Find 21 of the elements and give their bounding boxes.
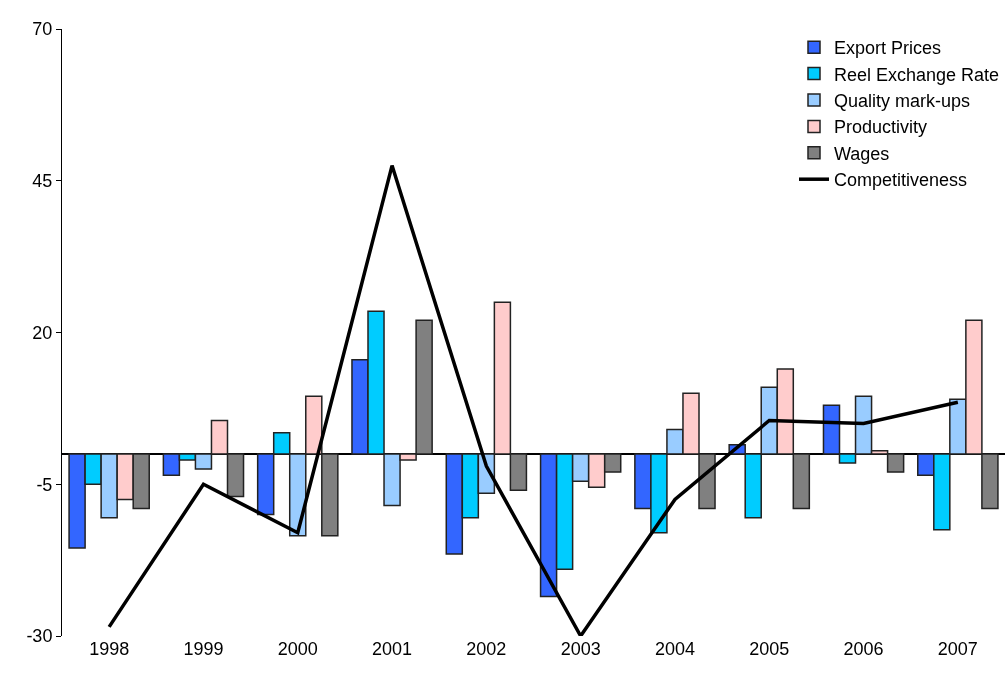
x-tick-label: 2002: [466, 639, 507, 659]
x-tick-label: 2005: [749, 639, 790, 659]
legend-label: Competitiveness: [834, 170, 968, 191]
y-tick-label: -30: [26, 626, 53, 647]
x-tick-label: 2001: [372, 639, 413, 659]
y-tick-label: -5: [36, 474, 53, 495]
x-tick-label: 2000: [277, 639, 318, 659]
legend-label: Reel Exchange Rate: [834, 64, 1000, 85]
legend-label: Quality mark-ups: [834, 91, 971, 112]
y-tick-label: 70: [32, 19, 53, 40]
legend-label: Export Prices: [834, 38, 942, 59]
legend-label: Productivity: [834, 117, 928, 138]
legend-label: Wages: [834, 143, 890, 164]
x-tick-label: 1999: [183, 639, 224, 659]
y-tick-label: 45: [32, 171, 53, 192]
y-tick-label: 20: [32, 322, 53, 343]
x-tick-label: 2006: [843, 639, 884, 659]
x-tick-label: 2004: [654, 639, 695, 659]
x-tick-label: 1998: [89, 639, 130, 659]
x-tick-label: 2007: [937, 639, 978, 659]
x-tick-label: 2003: [560, 639, 601, 659]
